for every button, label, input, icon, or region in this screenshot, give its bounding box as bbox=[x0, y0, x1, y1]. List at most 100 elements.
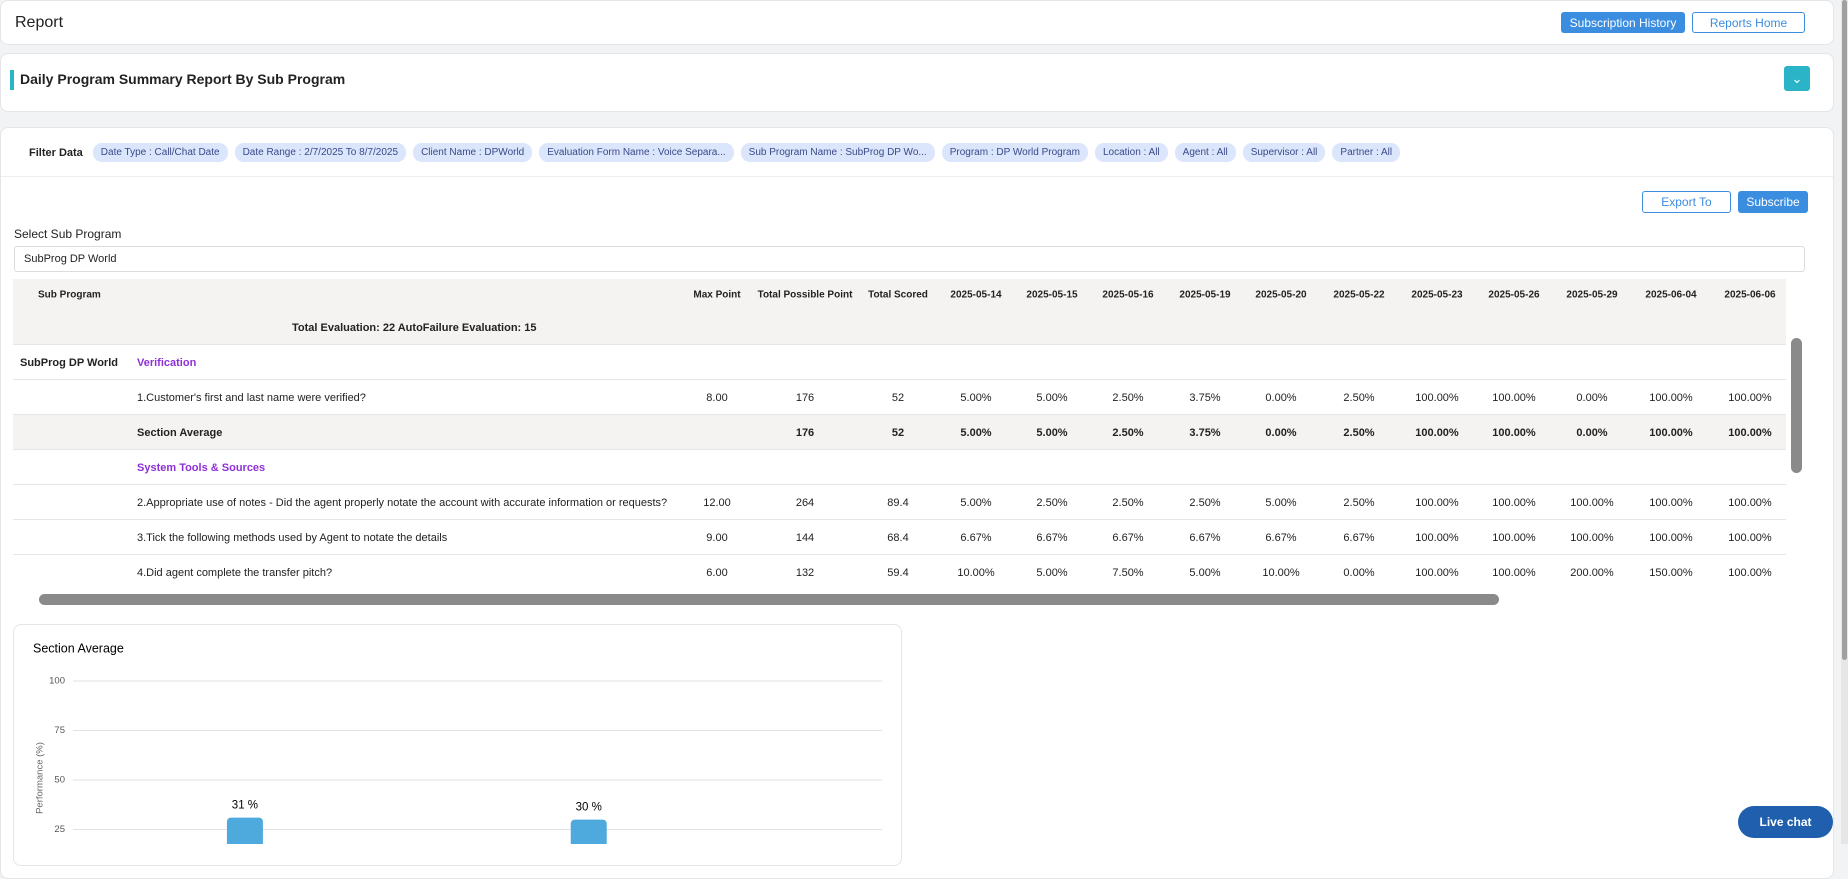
table-cell: 5.00% bbox=[1265, 496, 1297, 509]
column-header: Sub Program bbox=[38, 289, 101, 301]
filter-chip[interactable]: Date Type : Call/Chat Date bbox=[92, 143, 228, 162]
bar bbox=[570, 819, 607, 844]
table-cell: 2.50% bbox=[1112, 426, 1144, 439]
table-cell: 2.50% bbox=[1189, 496, 1221, 509]
table-cell: 100.00% bbox=[1415, 426, 1459, 439]
table-cell: 5.00% bbox=[960, 426, 992, 439]
table-cell: 68.4 bbox=[887, 531, 909, 544]
column-header: 2025-05-19 bbox=[1179, 289, 1231, 301]
chart: Section Average Performance (%) 25 50 75 10… bbox=[33, 641, 882, 844]
header-card: Report Subscription History Reports Home bbox=[0, 0, 1834, 45]
column-header: 2025-05-16 bbox=[1102, 289, 1154, 301]
section-name: Verification bbox=[137, 356, 197, 369]
table-cell: 100.00% bbox=[1728, 531, 1772, 544]
table-cell: 100.00% bbox=[1728, 566, 1772, 579]
table-row bbox=[13, 345, 1786, 380]
scroll-thumb[interactable] bbox=[39, 594, 1499, 605]
table-cell: 100.00% bbox=[1649, 426, 1693, 439]
table-cell: 10.00% bbox=[957, 566, 995, 579]
column-header: 2025-06-04 bbox=[1645, 289, 1697, 301]
filter-chip[interactable]: Sub Program Name : SubProg DP Wo... bbox=[740, 143, 935, 162]
table-cell: 6.67% bbox=[1036, 531, 1068, 544]
sub-program-select[interactable]: SubProg DP World bbox=[14, 246, 1805, 272]
subscription-history-button[interactable]: Subscription History bbox=[1561, 12, 1685, 33]
table-cell: 5.00% bbox=[1036, 426, 1068, 439]
value-label: 31 % bbox=[232, 800, 258, 812]
scroll-thumb[interactable] bbox=[1842, 0, 1847, 660]
table-cell: 6.67% bbox=[960, 531, 992, 544]
value-label: 30 % bbox=[576, 802, 602, 814]
y-tick-label: 100 bbox=[49, 676, 65, 687]
table-cell: 176 bbox=[795, 391, 815, 404]
column-header: Total Scored bbox=[868, 289, 928, 301]
table-cell: 6.67% bbox=[1112, 531, 1144, 544]
divider bbox=[1, 176, 1833, 177]
select-label: Select Sub Program bbox=[14, 227, 122, 241]
table-cell: 2.50% bbox=[1036, 496, 1068, 509]
table-cell: 5.00% bbox=[1189, 566, 1221, 579]
filter-chip[interactable]: Location : All bbox=[1094, 143, 1168, 162]
table-cell: 2.50% bbox=[1343, 426, 1375, 439]
table-cell: 100.00% bbox=[1570, 496, 1614, 509]
table-cell: 100.00% bbox=[1649, 531, 1693, 544]
table-cell: 6.67% bbox=[1189, 531, 1221, 544]
table-cell: 0.00% bbox=[1343, 566, 1375, 579]
question-cell: 2.Appropriate use of notes - Did the age… bbox=[137, 496, 668, 509]
table-cell: 2.50% bbox=[1112, 391, 1144, 404]
chart-card bbox=[13, 624, 902, 866]
table-cell: 176 bbox=[795, 426, 815, 439]
table-cell: 100.00% bbox=[1492, 566, 1536, 579]
table-row bbox=[13, 380, 1786, 415]
table-cell: 0.00% bbox=[1265, 426, 1297, 439]
report-title: Daily Program Summary Report By Sub Prog… bbox=[20, 71, 346, 87]
vertical-scrollbar[interactable] bbox=[1790, 316, 1803, 576]
filter-chip[interactable]: Agent : All bbox=[1174, 143, 1236, 162]
filter-chip[interactable]: Partner : All bbox=[1332, 143, 1401, 162]
bar bbox=[226, 817, 263, 844]
chart-title: Section Average bbox=[33, 641, 124, 655]
table-cell: 2.50% bbox=[1343, 391, 1375, 404]
page-scrollbar[interactable] bbox=[1841, 0, 1848, 844]
y-tick-label: 25 bbox=[54, 824, 65, 835]
table-cell: 3.75% bbox=[1189, 391, 1221, 404]
question-cell: 1.Customer's first and last name were ve… bbox=[137, 391, 366, 404]
table-cell: 100.00% bbox=[1415, 566, 1459, 579]
table-row bbox=[13, 520, 1786, 555]
table-cell: 144 bbox=[795, 531, 815, 544]
table-row bbox=[13, 555, 1786, 587]
filter-chip[interactable]: Date Range : 2/7/2025 To 8/7/2025 bbox=[234, 143, 407, 162]
filter-chip[interactable]: Evaluation Form Name : Voice Separa... bbox=[539, 143, 734, 162]
table-cell: 200.00% bbox=[1570, 566, 1614, 579]
column-header: 2025-05-26 bbox=[1488, 289, 1540, 301]
table-cell: 0.00% bbox=[1576, 391, 1608, 404]
table-cell: 52 bbox=[891, 391, 905, 404]
table-cell: 100.00% bbox=[1492, 426, 1536, 439]
horizontal-scrollbar[interactable] bbox=[13, 591, 1804, 607]
summary-cell: Total Evaluation: 22 AutoFailure Evaluat… bbox=[292, 321, 537, 334]
export-button[interactable]: Export To bbox=[1642, 191, 1731, 213]
column-header: 2025-05-20 bbox=[1255, 289, 1307, 301]
section-name: System Tools & Sources bbox=[137, 461, 266, 474]
table-cell: 100.00% bbox=[1728, 391, 1772, 404]
question-cell: 3.Tick the following methods used by Age… bbox=[137, 531, 448, 544]
live-chat-button[interactable]: Live chat bbox=[1738, 806, 1833, 838]
scroll-thumb[interactable] bbox=[1791, 338, 1802, 473]
table-cell: 5.00% bbox=[1036, 566, 1068, 579]
table-cell: 3.75% bbox=[1189, 426, 1221, 439]
table-cell: 100.00% bbox=[1415, 531, 1459, 544]
filter-label: Filter Data bbox=[29, 146, 83, 159]
table-cell: 5.00% bbox=[960, 391, 992, 404]
filter-chip[interactable]: Supervisor : All bbox=[1242, 143, 1326, 162]
table-cell: 89.4 bbox=[887, 496, 909, 509]
y-tick-label: 50 bbox=[54, 775, 65, 786]
subscribe-button[interactable]: Subscribe bbox=[1738, 191, 1808, 213]
table-row bbox=[13, 415, 1786, 450]
table-cell: 100.00% bbox=[1492, 531, 1536, 544]
reports-home-button[interactable]: Reports Home bbox=[1692, 12, 1805, 33]
table-cell: 100.00% bbox=[1649, 496, 1693, 509]
filter-chip[interactable]: Program : DP World Program bbox=[941, 143, 1088, 162]
table-cell: 264 bbox=[795, 496, 815, 509]
collapse-button[interactable]: ⌄ bbox=[1784, 66, 1810, 91]
filter-chip[interactable]: Client Name : DPWorld bbox=[413, 143, 533, 162]
